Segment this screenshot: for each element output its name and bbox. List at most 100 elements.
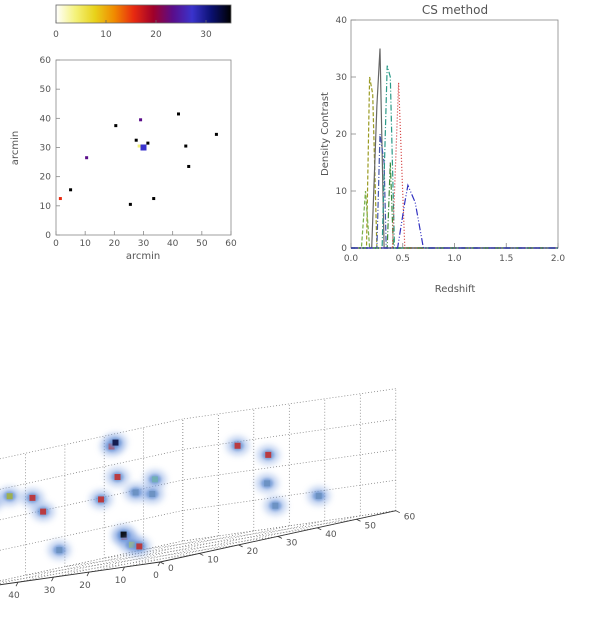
sky-map-xtick-label: 0 xyxy=(53,239,59,249)
cs-method-xtick-label: 0.5 xyxy=(396,254,410,264)
sky-map-ytick-label: 10 xyxy=(40,202,52,212)
cluster-core xyxy=(114,474,121,481)
wall-grid-line xyxy=(0,449,183,490)
three-d-xtick-label: 10 xyxy=(115,576,127,586)
three-d-ytick-label: 30 xyxy=(286,538,298,548)
three-d-cluster xyxy=(21,488,44,507)
colorbar-tick-label: 30 xyxy=(200,30,212,40)
three-d-ytick xyxy=(159,561,165,565)
three-d-cluster xyxy=(257,445,280,464)
sky-map-source xyxy=(139,118,143,122)
colorbar: 0 10 20 30 xyxy=(53,4,232,40)
cs-method-series-line xyxy=(351,183,558,249)
three-d-xtick-label: 20 xyxy=(79,581,91,591)
sky-map-source xyxy=(140,144,147,151)
cluster-core xyxy=(132,489,139,496)
three-d-cluster xyxy=(32,502,55,521)
sky-map-source xyxy=(184,144,188,148)
three-d-cluster xyxy=(128,537,151,556)
three-d-ytick xyxy=(199,553,204,556)
floor-grid-line xyxy=(88,520,325,573)
three-d-cluster xyxy=(48,541,71,560)
sky-map-source xyxy=(177,112,180,116)
sky-map-xtick-label: 60 xyxy=(225,239,237,249)
cs-method-series-line xyxy=(351,133,558,249)
sky-map-ytick-label: 40 xyxy=(40,114,52,124)
cs-method-ylabel: Density Contrast xyxy=(320,92,331,176)
cluster-core xyxy=(6,493,13,500)
cs-method-panel: CS method 0.0 0.5 1.0 1.5 2.0 0 10 20 30 40 Redsh… xyxy=(320,3,565,295)
sky-map-ytick-label: 0 xyxy=(45,231,51,241)
cluster-core xyxy=(264,480,271,487)
colorbar-tick-label: 10 xyxy=(100,30,112,40)
wall-grid-line xyxy=(0,540,183,582)
sky-map-ytick-label: 20 xyxy=(40,173,52,183)
three-d-xtick xyxy=(157,561,161,567)
sky-map-source xyxy=(114,124,118,128)
cs-method-title: CS method xyxy=(422,3,488,17)
sky-map-ytick-label: 30 xyxy=(40,144,52,154)
three-d-xtick-label: 40 xyxy=(8,591,20,601)
three-d-xtick xyxy=(15,582,19,587)
three-d-panel: 0102030405060010203040506000.51.01.52.0 xyxy=(0,388,416,601)
cluster-core xyxy=(120,531,127,538)
sky-map-ytick-label: 60 xyxy=(40,56,52,66)
sky-map-source xyxy=(128,202,132,206)
three-d-cluster xyxy=(104,433,127,452)
floor-grid-line xyxy=(53,525,290,578)
sky-map-source xyxy=(214,132,218,136)
cluster-core xyxy=(56,547,63,554)
floor-grid-line xyxy=(0,535,219,584)
wall-grid-line xyxy=(182,449,396,481)
cs-method-ytick-label: 10 xyxy=(336,187,348,197)
cs-method-ytick-label: 30 xyxy=(336,73,348,83)
three-d-ytick-label: 40 xyxy=(325,530,337,540)
three-d-ytick xyxy=(356,518,361,522)
cs-method-ytick-label: 40 xyxy=(336,16,348,26)
colorbar-fill xyxy=(55,4,232,24)
three-d-ytick xyxy=(238,544,243,548)
three-d-cluster xyxy=(264,496,287,515)
sky-map-ytick-label: 50 xyxy=(40,85,52,95)
cluster-core xyxy=(40,508,47,515)
sky-map-source xyxy=(187,164,191,168)
cluster-core xyxy=(315,492,322,499)
cs-method-series-line xyxy=(351,190,558,249)
three-d-cluster xyxy=(141,485,164,504)
cluster-core xyxy=(29,494,36,501)
three-d-cluster xyxy=(256,474,279,493)
three-d-ytick xyxy=(395,510,400,514)
sky-map-source xyxy=(69,188,73,192)
three-d-xtick xyxy=(86,571,90,577)
three-d-ytick-label: 10 xyxy=(207,555,219,565)
three-d-xtick xyxy=(122,566,125,572)
three-d-ytick xyxy=(277,535,283,539)
sky-map-xtick-label: 20 xyxy=(109,239,121,249)
sky-map-source xyxy=(146,141,150,145)
sky-map-panel: 0 10 20 30 40 50 60 0 10 20 30 40 50 60 arcmin arcmin xyxy=(10,56,237,262)
three-d-ytick-label: 20 xyxy=(247,547,259,557)
three-d-ytick-label: 50 xyxy=(365,521,377,531)
three-d-cluster xyxy=(0,487,21,506)
three-d-xtick xyxy=(51,576,54,582)
three-d-cluster xyxy=(90,490,113,509)
sky-map-source xyxy=(58,197,62,201)
three-d-cluster xyxy=(307,486,330,505)
cs-method-xtick-label: 1.5 xyxy=(499,254,513,264)
cluster-core xyxy=(98,496,105,503)
three-d-cluster xyxy=(124,483,147,502)
cluster-core xyxy=(265,451,272,458)
sky-map-xtick-label: 10 xyxy=(79,239,91,249)
three-d-cluster xyxy=(143,470,166,489)
floor-grid-line xyxy=(0,540,183,582)
three-d-ytick-label: 60 xyxy=(404,513,416,523)
colorbar-tick-label: 20 xyxy=(150,30,162,40)
three-d-ytick xyxy=(317,527,322,531)
floor-grid-line xyxy=(17,530,254,583)
sky-map-source xyxy=(134,138,138,142)
cs-method-ytick-label: 0 xyxy=(341,244,347,254)
cluster-core xyxy=(151,476,158,483)
sky-map-source xyxy=(85,156,89,160)
three-d-xtick-label: 0 xyxy=(153,571,159,581)
sky-map-xtick-label: 30 xyxy=(138,239,150,249)
